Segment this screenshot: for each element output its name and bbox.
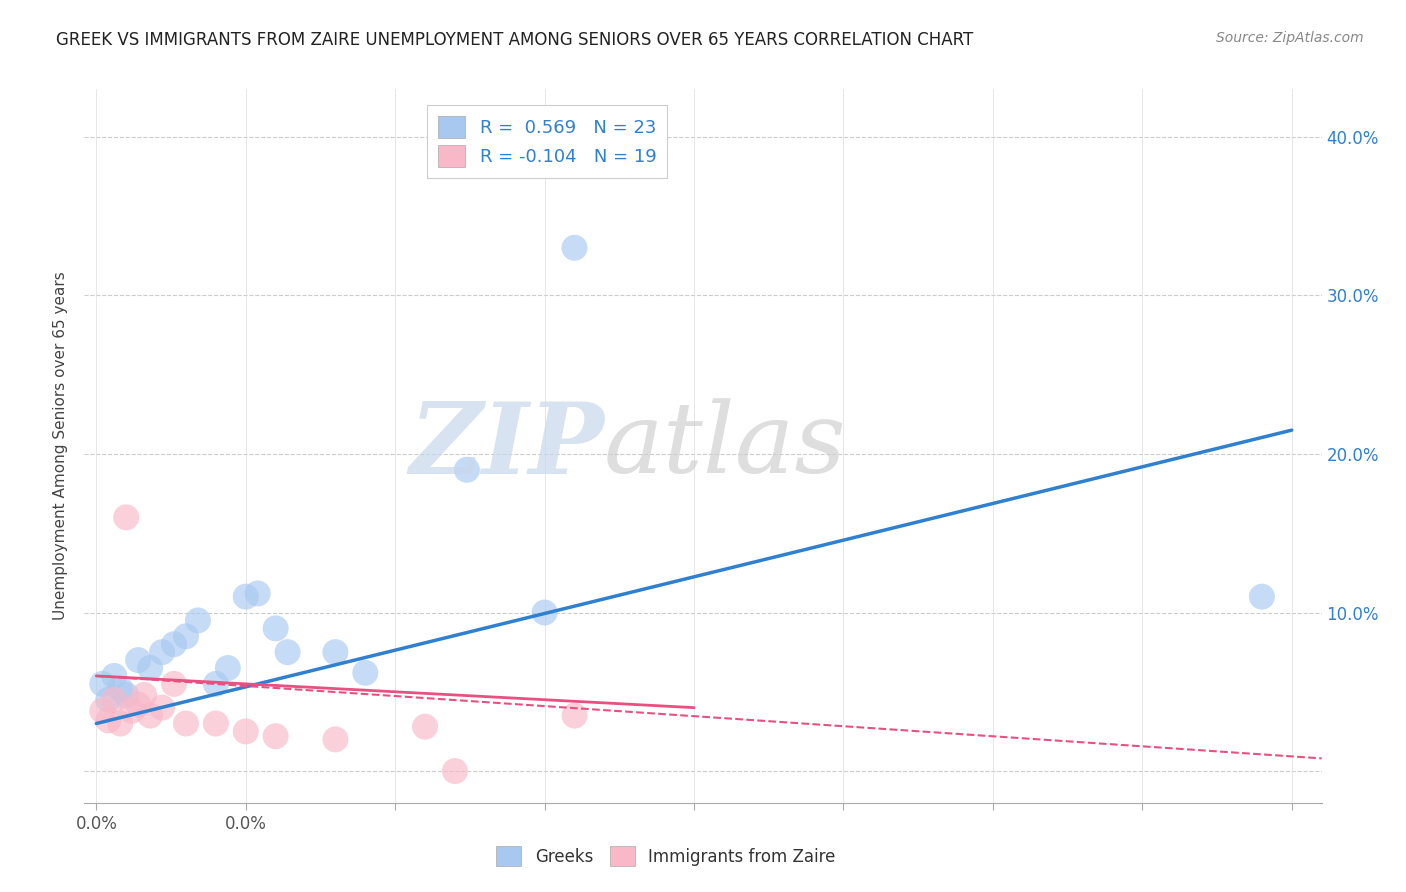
Point [264,621,287,635]
Point [264,729,287,743]
Point [235,590,257,604]
Point [413,720,436,734]
Point [174,629,197,643]
Point [217,661,239,675]
Point [91,677,114,691]
Point [533,606,555,620]
Point [127,698,149,712]
Point [97,692,120,706]
Text: ZIP: ZIP [409,398,605,494]
Legend: Greeks, Immigrants from Zaire: Greeks, Immigrants from Zaire [489,839,842,873]
Point [150,700,173,714]
Point [110,681,132,696]
Point [205,716,228,731]
Point [127,653,149,667]
Point [246,586,269,600]
Point [325,732,347,747]
Point [139,661,162,675]
Point [103,669,125,683]
Point [163,637,186,651]
Point [115,510,138,524]
Point [187,614,209,628]
Point [277,645,299,659]
Point [150,645,173,659]
Point [564,708,586,723]
Point [1250,590,1272,604]
Point [91,704,114,718]
Point [115,688,138,702]
Y-axis label: Unemployment Among Seniors over 65 years: Unemployment Among Seniors over 65 years [53,272,69,620]
Text: GREEK VS IMMIGRANTS FROM ZAIRE UNEMPLOYMENT AMONG SENIORS OVER 65 YEARS CORRELAT: GREEK VS IMMIGRANTS FROM ZAIRE UNEMPLOYM… [56,31,973,49]
Point [139,708,162,723]
Point [103,692,125,706]
Point [444,764,467,778]
Point [456,463,478,477]
Point [325,645,347,659]
Point [205,677,228,691]
Point [174,716,197,731]
Point [110,716,132,731]
Text: atlas: atlas [605,399,846,493]
Point [121,704,143,718]
Point [235,724,257,739]
Point [134,688,156,702]
Point [97,714,120,728]
Point [354,665,377,680]
Point [564,241,586,255]
Point [163,677,186,691]
Text: Source: ZipAtlas.com: Source: ZipAtlas.com [1216,31,1364,45]
